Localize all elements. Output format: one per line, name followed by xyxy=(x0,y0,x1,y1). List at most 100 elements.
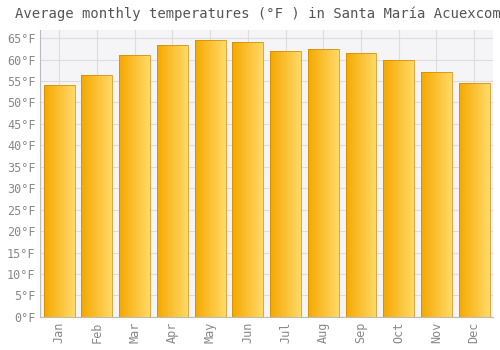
Bar xyxy=(273,51,274,317)
Bar xyxy=(70,85,71,317)
Bar xyxy=(397,60,398,317)
Bar xyxy=(253,42,254,317)
Bar xyxy=(261,42,262,317)
Bar xyxy=(252,42,253,317)
Bar xyxy=(270,51,301,317)
Bar xyxy=(469,83,470,317)
Bar xyxy=(488,83,489,317)
Bar xyxy=(57,85,58,317)
Bar xyxy=(162,44,163,317)
Bar xyxy=(182,44,183,317)
Bar xyxy=(336,49,337,317)
Bar xyxy=(238,42,240,317)
Bar xyxy=(197,40,198,317)
Bar xyxy=(122,55,123,317)
Bar xyxy=(391,60,392,317)
Bar xyxy=(99,75,100,317)
Bar xyxy=(398,60,400,317)
Bar xyxy=(360,53,361,317)
Bar xyxy=(94,75,96,317)
Bar xyxy=(208,40,210,317)
Bar xyxy=(474,83,475,317)
Bar xyxy=(47,85,48,317)
Bar xyxy=(314,49,315,317)
Bar xyxy=(392,60,394,317)
Bar xyxy=(44,85,74,317)
Bar xyxy=(242,42,243,317)
Bar xyxy=(450,72,451,317)
Bar xyxy=(485,83,486,317)
Bar xyxy=(460,83,461,317)
Bar xyxy=(405,60,406,317)
Bar xyxy=(390,60,391,317)
Bar xyxy=(251,42,252,317)
Bar xyxy=(313,49,314,317)
Bar xyxy=(280,51,281,317)
Bar xyxy=(60,85,62,317)
Bar xyxy=(136,55,137,317)
Bar xyxy=(87,75,88,317)
Bar xyxy=(288,51,290,317)
Bar xyxy=(167,44,168,317)
Bar xyxy=(396,60,397,317)
Bar xyxy=(449,72,450,317)
Bar xyxy=(124,55,126,317)
Bar xyxy=(465,83,466,317)
Bar xyxy=(218,40,220,317)
Bar xyxy=(84,75,86,317)
Bar xyxy=(46,85,47,317)
Bar xyxy=(132,55,133,317)
Bar xyxy=(59,85,60,317)
Bar xyxy=(232,42,264,317)
Bar xyxy=(142,55,143,317)
Bar xyxy=(444,72,445,317)
Bar xyxy=(164,44,166,317)
Bar xyxy=(300,51,301,317)
Bar xyxy=(461,83,462,317)
Bar xyxy=(216,40,217,317)
Bar xyxy=(395,60,396,317)
Bar xyxy=(176,44,177,317)
Bar xyxy=(400,60,401,317)
Bar xyxy=(244,42,246,317)
Bar xyxy=(332,49,334,317)
Bar xyxy=(44,85,45,317)
Bar xyxy=(298,51,300,317)
Bar xyxy=(308,49,338,317)
Bar xyxy=(481,83,482,317)
Bar xyxy=(424,72,425,317)
Bar xyxy=(316,49,317,317)
Bar xyxy=(108,75,110,317)
Bar xyxy=(181,44,182,317)
Bar xyxy=(328,49,330,317)
Bar xyxy=(260,42,261,317)
Bar xyxy=(134,55,136,317)
Bar xyxy=(370,53,371,317)
Bar xyxy=(73,85,74,317)
Bar xyxy=(330,49,331,317)
Bar xyxy=(131,55,132,317)
Bar xyxy=(102,75,103,317)
Bar xyxy=(437,72,438,317)
Bar xyxy=(270,51,271,317)
Bar xyxy=(213,40,214,317)
Bar xyxy=(203,40,204,317)
Bar xyxy=(104,75,106,317)
Bar xyxy=(160,44,161,317)
Bar xyxy=(324,49,325,317)
Bar xyxy=(163,44,164,317)
Bar xyxy=(233,42,234,317)
Bar xyxy=(147,55,148,317)
Bar xyxy=(184,44,186,317)
Bar xyxy=(52,85,53,317)
Bar xyxy=(236,42,237,317)
Bar xyxy=(198,40,200,317)
Bar xyxy=(458,83,490,317)
Bar xyxy=(82,75,83,317)
Bar xyxy=(97,75,98,317)
Bar xyxy=(222,40,223,317)
Bar xyxy=(64,85,66,317)
Bar xyxy=(435,72,436,317)
Bar xyxy=(426,72,427,317)
Bar xyxy=(355,53,356,317)
